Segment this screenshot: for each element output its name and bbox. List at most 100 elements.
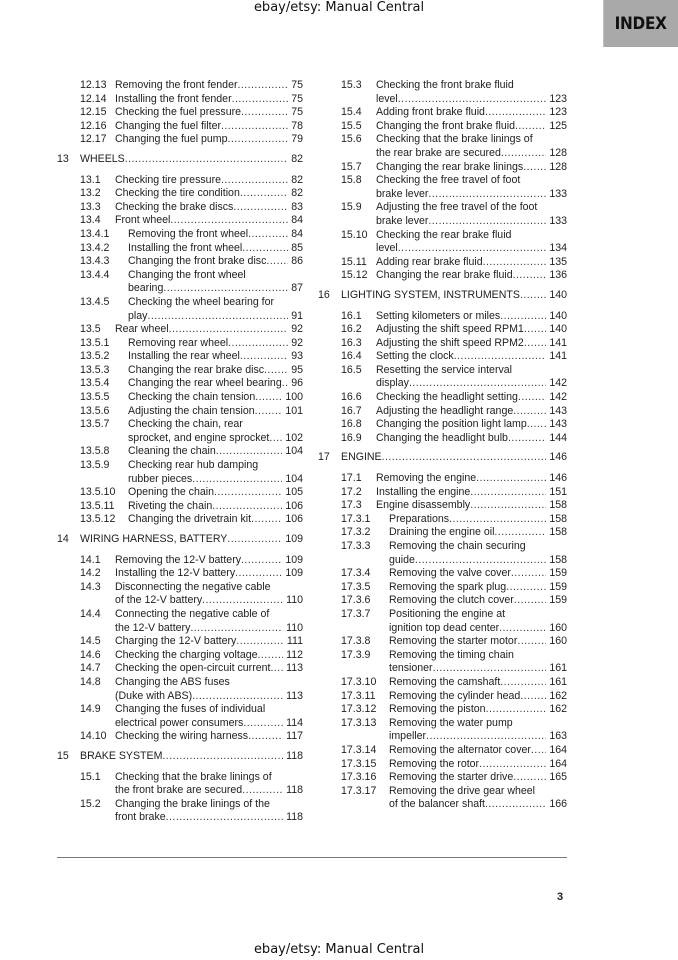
- toc-entry[interactable]: 13.5.4 Changing the rear wheel bearing 96: [57, 377, 303, 391]
- toc-entry[interactable]: 13.3 Checking the brake discs 83: [57, 201, 303, 215]
- toc-entry[interactable]: 16.3 Adjusting the shift speed RPM2 141: [318, 337, 567, 351]
- toc-entry[interactable]: 17.3.11 Removing the cylinder head 162: [318, 690, 567, 704]
- toc-entry-title: Checking rear hub damping: [128, 459, 259, 472]
- toc-entry[interactable]: 14.2 Installing the 12-V battery 109: [57, 567, 303, 581]
- toc-entry[interactable]: 13.5.6 Adjusting the chain tension 101: [57, 405, 303, 419]
- toc-entry[interactable]: 15.8 Checking the free travel of foot brak…: [318, 174, 567, 201]
- toc-entry[interactable]: 14.10 Checking the wiring harness 117: [57, 730, 303, 744]
- toc-entry[interactable]: 17.2 Installing the engine 151: [318, 486, 567, 500]
- toc-entry[interactable]: 13.4 Front wheel 84: [57, 214, 303, 228]
- toc-entry-title: Checking the wheel bearing for: [128, 295, 275, 308]
- toc-entry[interactable]: 13.5.5 Checking the chain tension 100: [57, 391, 303, 405]
- toc-entry[interactable]: 15.1 Checking that the brake linings of th…: [57, 771, 303, 798]
- toc-entry[interactable]: 17.3.4 Removing the valve cover 159: [318, 567, 567, 581]
- toc-entry[interactable]: 15.11 Adding rear brake fluid 135: [318, 256, 567, 270]
- toc-entry[interactable]: 12.13 Removing the front fender 75: [57, 79, 303, 93]
- toc-entry[interactable]: 16.5 Resetting the service interval displa…: [318, 364, 567, 391]
- toc-entry-page: 140: [549, 288, 567, 301]
- toc-entry[interactable]: 12.16 Changing the fuel filter 78: [57, 120, 303, 134]
- toc-chapter-entry[interactable]: 17 ENGINE 146: [318, 451, 567, 465]
- toc-entry[interactable]: 17.3.16 Removing the starter drive 165: [318, 771, 567, 785]
- toc-entry[interactable]: 16.8 Changing the position light lamp 143: [318, 418, 567, 432]
- toc-entry[interactable]: 17.3.2 Draining the engine oil 158: [318, 526, 567, 540]
- leader-dots: [454, 350, 547, 364]
- toc-entry[interactable]: 16.7 Adjusting the headlight range 143: [318, 405, 567, 419]
- toc-entry[interactable]: 17.3.14 Removing the alternator cover 164: [318, 744, 567, 758]
- toc-entry[interactable]: 13.5.7 Checking the chain, rear sprocket, …: [57, 418, 303, 445]
- toc-entry[interactable]: 13.5.1 Removing rear wheel 92: [57, 337, 303, 351]
- toc-entry-number: 14.10: [80, 730, 107, 743]
- toc-entry[interactable]: 17.3.10 Removing the camshaft 161: [318, 676, 567, 690]
- toc-entry[interactable]: 17.3.17 Removing the drive gear wheel of t…: [318, 785, 567, 812]
- toc-entry[interactable]: 15.12 Changing the rear brake fluid 136: [318, 269, 567, 283]
- toc-entry[interactable]: 15.7 Changing the rear brake linings 128: [318, 161, 567, 175]
- toc-entry[interactable]: 17.3.5 Removing the spark plug 159: [318, 581, 567, 595]
- toc-entry-page: 84: [291, 214, 303, 227]
- toc-entry-title: rubber pieces: [128, 472, 193, 485]
- toc-entry[interactable]: 13.5.12 Changing the drivetrain kit 106: [57, 513, 303, 527]
- leader-dots: [513, 771, 546, 785]
- toc-entry[interactable]: 17.3.6 Removing the clutch cover 159: [318, 594, 567, 608]
- toc-entry[interactable]: 14.9 Changing the fuses of individual elec…: [57, 703, 303, 730]
- toc-entry-number: 15.11: [341, 255, 367, 268]
- toc-entry[interactable]: 13.2 Checking the tire condition 82: [57, 187, 303, 201]
- toc-entry[interactable]: 13.5.10 Opening the chain 105: [57, 486, 303, 500]
- toc-entry[interactable]: 17.3.9 Removing the timing chain tensioner…: [318, 649, 567, 676]
- toc-entry[interactable]: 17.3.7 Positioning the engine at ignition …: [318, 608, 567, 635]
- toc-entry[interactable]: 15.6 Checking that the brake linings of th…: [318, 133, 567, 160]
- toc-entry-number: 16: [318, 288, 330, 301]
- toc-entry[interactable]: 14.5 Charging the 12-V battery 111: [57, 635, 303, 649]
- toc-entry[interactable]: 14.3 Disconnecting the negative cable of t…: [57, 581, 303, 608]
- toc-entry[interactable]: 17.3.1 Preparations 158: [318, 513, 567, 527]
- toc-entry[interactable]: 13.5.11 Riveting the chain 106: [57, 500, 303, 514]
- toc-entry[interactable]: 13.4.1 Removing the front wheel 84: [57, 228, 303, 242]
- toc-entry[interactable]: 15.2 Changing the brake linings of the fro…: [57, 798, 303, 825]
- toc-entry-title: Removing the starter motor: [389, 635, 518, 648]
- toc-entry[interactable]: 14.7 Checking the open-circuit current 113: [57, 662, 303, 676]
- toc-entry[interactable]: 14.4 Connecting the negative cable of the …: [57, 608, 303, 635]
- toc-entry[interactable]: 13.1 Checking tire pressure 82: [57, 174, 303, 188]
- toc-entry[interactable]: 15.5 Changing the front brake fluid 125: [318, 120, 567, 134]
- toc-entry[interactable]: 14.8 Changing the ABS fuses (Duke with ABS…: [57, 676, 303, 703]
- toc-entry[interactable]: 12.15 Checking the fuel pressure 75: [57, 106, 303, 120]
- toc-entry[interactable]: 16.9 Changing the headlight bulb 144: [318, 432, 567, 446]
- toc-entry-title: Changing the fuses of individual: [115, 703, 266, 716]
- toc-entry[interactable]: 13.4.5 Checking the wheel bearing for play…: [57, 296, 303, 323]
- toc-entry[interactable]: 12.17 Changing the fuel pump 79: [57, 133, 303, 147]
- toc-entry[interactable]: 13.5.9 Checking rear hub damping rubber pi…: [57, 459, 303, 486]
- toc-entry[interactable]: 15.4 Adding front brake fluid 123: [318, 106, 567, 120]
- toc-entry[interactable]: 17.3.8 Removing the starter motor 160: [318, 635, 567, 649]
- toc-chapter-entry[interactable]: 15 BRAKE SYSTEM 118: [57, 750, 303, 764]
- toc-entry[interactable]: 15.9 Adjusting the free travel of the foo…: [318, 201, 567, 228]
- toc-entry[interactable]: 16.4 Setting the clock 141: [318, 350, 567, 364]
- toc-left-column: 12.13 Removing the front fender 75 12.14 Ins…: [57, 79, 303, 825]
- toc-entry[interactable]: 13.4.3 Changing the front brake disc 86: [57, 255, 303, 269]
- toc-entry[interactable]: 13.5 Rear wheel 92: [57, 323, 303, 337]
- toc-entry-number: 14.6: [80, 648, 101, 661]
- leader-dots: [248, 730, 283, 744]
- toc-entry[interactable]: 13.5.2 Installing the rear wheel 93: [57, 350, 303, 364]
- toc-entry[interactable]: 14.6 Checking the charging voltage 112: [57, 649, 303, 663]
- toc-entry[interactable]: 12.14 Installing the front fender 75: [57, 93, 303, 107]
- toc-chapter-entry[interactable]: 16 LIGHTING SYSTEM, INSTRUMENTS 140: [318, 289, 567, 303]
- toc-entry[interactable]: 13.5.3 Changing the rear brake disc 95: [57, 364, 303, 378]
- toc-chapter-entry[interactable]: 13 WHEELS 82: [57, 153, 303, 167]
- toc-entry[interactable]: 16.6 Checking the headlight setting 142: [318, 391, 567, 405]
- toc-entry[interactable]: 17.3.15 Removing the rotor 164: [318, 758, 567, 772]
- toc-entry[interactable]: 16.2 Adjusting the shift speed RPM1 140: [318, 323, 567, 337]
- toc-entry[interactable]: 16.1 Setting kilometers or miles 140: [318, 310, 567, 324]
- toc-entry[interactable]: 13.4.2 Installing the front wheel 85: [57, 242, 303, 256]
- toc-entry-page: 85: [291, 241, 303, 254]
- toc-entry[interactable]: 17.3 Engine disassembly 158: [318, 499, 567, 513]
- toc-entry[interactable]: 17.1 Removing the engine 146: [318, 472, 567, 486]
- toc-entry[interactable]: 14.1 Removing the 12-V battery 109: [57, 554, 303, 568]
- toc-chapter-entry[interactable]: 14 WIRING HARNESS, BATTERY 109: [57, 533, 303, 547]
- toc-entry-title: Checking the headlight setting: [376, 391, 518, 404]
- toc-entry[interactable]: 13.5.8 Cleaning the chain 104: [57, 445, 303, 459]
- toc-entry[interactable]: 17.3.12 Removing the piston 162: [318, 703, 567, 717]
